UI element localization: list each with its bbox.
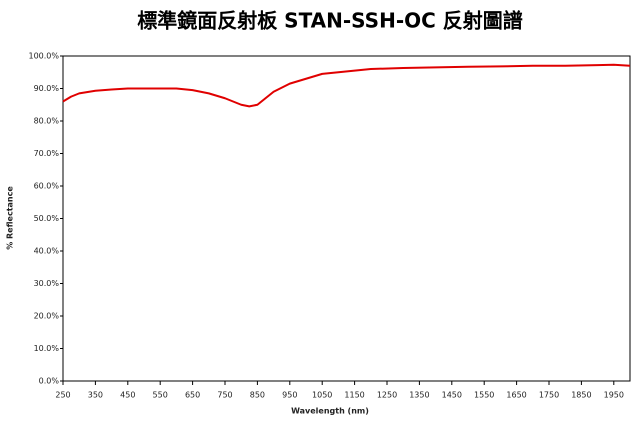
y-tick-label: 10.0% xyxy=(34,344,60,353)
y-tick-label: 20.0% xyxy=(34,312,60,321)
x-tick-label: 450 xyxy=(120,391,135,400)
x-tick-label: 950 xyxy=(282,391,297,400)
plot-frame xyxy=(62,55,631,382)
x-tick-label: 550 xyxy=(153,391,168,400)
y-tick-label: 40.0% xyxy=(34,247,60,256)
y-tick-label: 60.0% xyxy=(34,182,60,191)
x-tick-label: 1650 xyxy=(506,391,526,400)
x-tick-label: 850 xyxy=(250,391,265,400)
x-tick-label: 1950 xyxy=(604,391,624,400)
x-tick-label: 250 xyxy=(55,391,70,400)
x-tick-label: 1550 xyxy=(474,391,494,400)
y-tick-label: 0.0% xyxy=(39,377,60,386)
y-tick-label: 30.0% xyxy=(34,279,60,288)
x-tick-label: 750 xyxy=(217,391,232,400)
x-tick-label: 1250 xyxy=(377,391,397,400)
y-axis-label: % Reflectance xyxy=(6,186,15,250)
x-axis-label: Wavelength (nm) xyxy=(291,407,369,416)
y-tick-label: 70.0% xyxy=(34,149,60,158)
x-tick-label: 650 xyxy=(185,391,200,400)
data-line xyxy=(62,63,631,108)
x-tick-label: 1150 xyxy=(344,391,364,400)
chart-title: 標準鏡面反射板 STAN-SSH-OC 反射圖譜 xyxy=(137,9,523,33)
x-tick-label: 350 xyxy=(88,391,103,400)
y-tick-label: 90.0% xyxy=(34,84,60,93)
x-tick-label: 1350 xyxy=(409,391,429,400)
x-tick-label: 1450 xyxy=(442,391,462,400)
x-tick-label: 1050 xyxy=(312,391,332,400)
x-tick-label: 1750 xyxy=(539,391,559,400)
y-tick-label: 80.0% xyxy=(34,117,60,126)
y-tick-label: 50.0% xyxy=(34,214,60,223)
y-tick-label: 100.0% xyxy=(28,52,59,61)
x-tick-label: 1850 xyxy=(571,391,591,400)
